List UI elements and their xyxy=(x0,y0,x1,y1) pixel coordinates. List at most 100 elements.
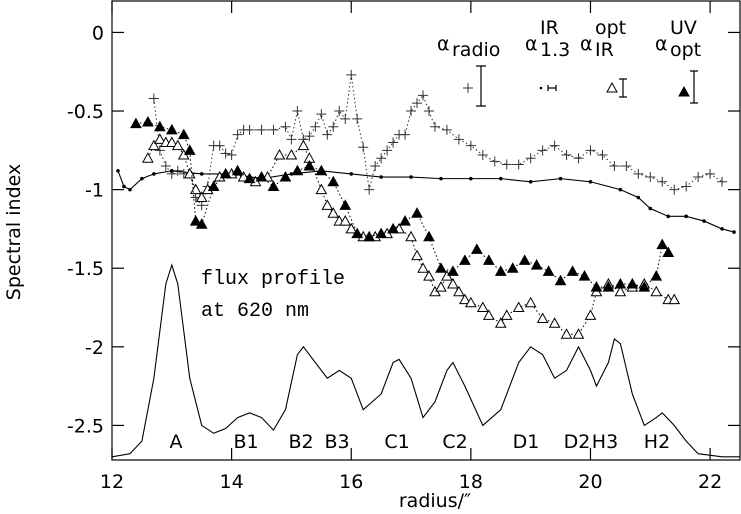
series-line xyxy=(117,170,735,233)
triangle-marker xyxy=(435,262,447,273)
triangle-marker xyxy=(130,117,142,129)
error-bar xyxy=(619,78,627,98)
plus-marker xyxy=(717,176,728,187)
triangle-marker xyxy=(494,317,507,328)
triangle-marker xyxy=(171,139,184,151)
triangle-marker xyxy=(614,285,627,297)
plus-marker xyxy=(388,137,399,148)
legend-label: α xyxy=(655,33,668,55)
triangle-marker xyxy=(405,230,417,242)
plus-marker xyxy=(537,145,548,156)
plus-marker xyxy=(429,121,440,132)
legend-marker xyxy=(606,81,618,93)
dot-marker xyxy=(528,179,533,184)
triangle-marker xyxy=(321,199,334,210)
y-tick-label: -2 xyxy=(85,337,104,359)
triangle-marker xyxy=(195,218,208,229)
plus-marker xyxy=(214,140,225,151)
triangle-marker xyxy=(345,222,358,234)
legend-label: α xyxy=(580,33,593,55)
dot-marker xyxy=(498,176,503,181)
dot-marker xyxy=(439,176,443,181)
triangle-marker xyxy=(650,285,663,297)
plus-marker xyxy=(226,150,237,161)
triangle-marker xyxy=(554,274,567,286)
plus-marker xyxy=(256,124,267,135)
triangle-marker xyxy=(279,171,292,182)
triangle-marker xyxy=(153,120,166,132)
plus-marker xyxy=(154,145,165,156)
peak-label: C2 xyxy=(442,431,467,453)
triangle-marker xyxy=(512,301,525,313)
plus-marker xyxy=(705,168,716,179)
plus-marker xyxy=(513,159,524,170)
plus-marker xyxy=(465,140,476,151)
dot-marker xyxy=(636,195,641,200)
legend-marker xyxy=(678,85,690,97)
triangle-marker xyxy=(548,317,561,328)
dot-marker xyxy=(702,219,706,223)
dot-marker xyxy=(409,175,413,179)
triangle-marker xyxy=(476,301,489,313)
triangle-marker xyxy=(165,136,178,147)
plus-marker xyxy=(160,161,171,172)
legend-marker xyxy=(606,81,618,93)
triangle-marker xyxy=(291,164,304,176)
plus-marker xyxy=(585,145,596,156)
plus-marker xyxy=(645,172,656,183)
triangle-marker xyxy=(417,262,429,273)
triangle-marker xyxy=(375,227,387,239)
triangle-marker xyxy=(267,180,280,191)
triangle-marker xyxy=(459,254,471,265)
plus-marker xyxy=(376,153,387,164)
dot-marker xyxy=(648,206,653,211)
triangle-marker xyxy=(273,149,286,160)
plot-frame xyxy=(111,0,741,461)
triangle-marker xyxy=(447,277,459,289)
dot-marker xyxy=(379,175,383,179)
triangle-marker xyxy=(494,265,507,276)
legend-label: α xyxy=(525,33,538,55)
plus-marker xyxy=(609,161,620,172)
series-line xyxy=(135,121,669,288)
triangle-marker xyxy=(411,249,423,261)
dot-marker xyxy=(122,184,126,189)
plus-marker xyxy=(441,124,452,135)
triangle-marker xyxy=(153,133,166,144)
triangle-marker xyxy=(435,281,447,292)
plus-marker xyxy=(220,148,231,159)
y-tick-label: -1.5 xyxy=(67,258,104,280)
peak-label: H3 xyxy=(592,431,618,453)
triangle-marker xyxy=(566,265,579,276)
plus-marker xyxy=(316,109,327,120)
triangle-marker xyxy=(148,139,160,151)
x-tick-label: 18 xyxy=(459,471,483,493)
triangle-marker xyxy=(177,128,190,140)
triangle-marker xyxy=(506,262,519,273)
plus-marker xyxy=(352,113,363,124)
peak-label: B2 xyxy=(288,431,313,453)
legend-subscript: opt xyxy=(670,39,701,61)
triangle-marker xyxy=(195,191,208,202)
plus-marker xyxy=(310,121,321,132)
plus-marker xyxy=(418,90,429,101)
triangle-marker xyxy=(339,215,352,226)
dot-marker xyxy=(170,168,174,173)
legend-superscript: UV xyxy=(670,17,697,39)
annotation: at 620 nm xyxy=(201,300,309,323)
triangle-marker xyxy=(231,164,244,176)
peak-label: B3 xyxy=(324,431,349,453)
plus-marker xyxy=(549,140,560,151)
peak-label: C1 xyxy=(384,431,409,453)
legend-symbol: α xyxy=(437,33,450,55)
plus-marker xyxy=(406,106,417,117)
series-line xyxy=(153,74,723,207)
plus-marker xyxy=(322,129,333,140)
triangle-marker xyxy=(536,312,549,324)
triangle-marker xyxy=(578,270,591,281)
triangle-marker xyxy=(363,230,376,242)
triangle-marker xyxy=(447,265,459,276)
plus-marker xyxy=(280,121,291,132)
triangle-marker xyxy=(327,207,340,218)
plus-marker xyxy=(525,153,536,164)
